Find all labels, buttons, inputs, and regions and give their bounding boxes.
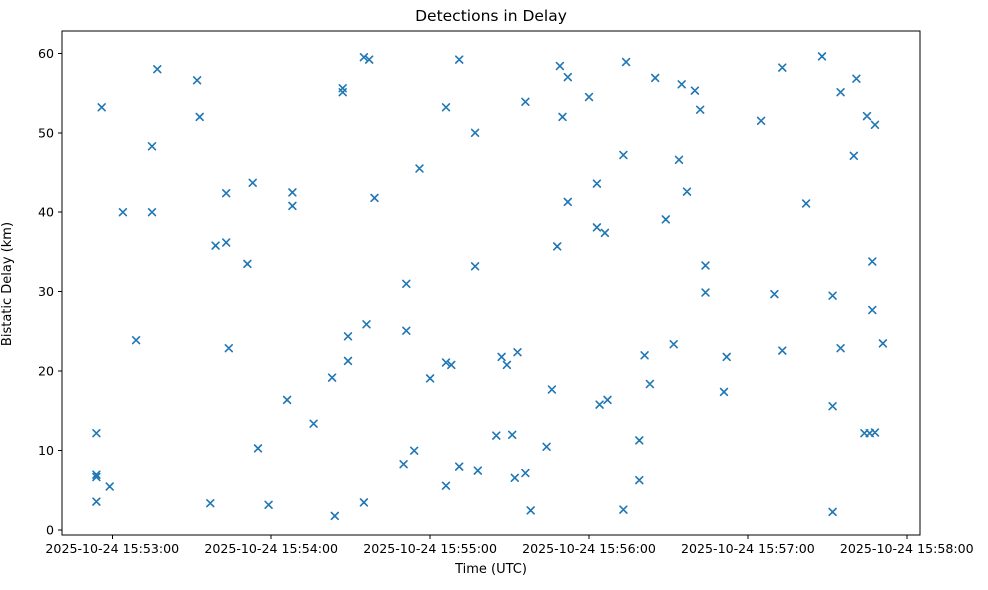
y-tick-label: 0	[46, 523, 54, 538]
y-tick-label: 60	[38, 46, 54, 61]
y-tick-label: 10	[38, 443, 54, 458]
x-tick-label: 2025-10-24 15:55:00	[363, 541, 497, 556]
detection-markers	[92, 52, 888, 521]
y-axis-label: Bistatic Delay (km)	[0, 221, 15, 347]
y-tick-label: 50	[38, 125, 54, 140]
x-tick-label: 2025-10-24 15:56:00	[522, 541, 656, 556]
x-axis-label: Time (UTC)	[455, 562, 527, 577]
plot-border	[61, 30, 921, 536]
y-tick-label: 20	[38, 364, 54, 379]
x-tick-label: 2025-10-24 15:57:00	[681, 541, 815, 556]
x-tick-label: 2025-10-24 15:54:00	[204, 541, 338, 556]
x-tick-label: 2025-10-24 15:58:00	[840, 541, 974, 556]
chart-title: Detections in Delay	[415, 7, 567, 25]
y-tick-label: 40	[38, 205, 54, 220]
x-tick-label: 2025-10-24 15:53:00	[45, 541, 179, 556]
y-tick-label: 30	[38, 284, 54, 299]
